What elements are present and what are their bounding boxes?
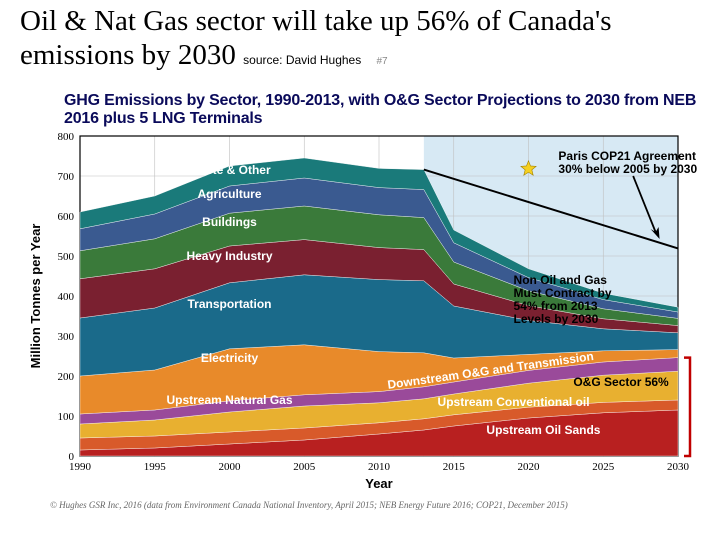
svg-text:100: 100 — [58, 411, 75, 423]
svg-text:2000: 2000 — [219, 461, 242, 473]
label-agriculture: Agriculture — [197, 187, 261, 201]
svg-text:500: 500 — [58, 251, 75, 263]
label-conv_oil: Upstream Conventional oil — [438, 395, 590, 409]
chart-title: GHG Emissions by Sector, 1990-2013, with… — [64, 92, 698, 128]
svg-text:2005: 2005 — [293, 461, 316, 473]
cop21-label: Paris COP21 Agreement30% below 2005 by 2… — [558, 149, 697, 176]
label-buildings: Buildings — [202, 215, 257, 229]
svg-text:200: 200 — [58, 371, 75, 383]
svg-text:1995: 1995 — [144, 461, 167, 473]
x-axis-label: Year — [365, 476, 392, 491]
svg-text:600: 600 — [58, 211, 75, 223]
svg-text:2020: 2020 — [518, 461, 541, 473]
source-attribution: source: David Hughes — [243, 53, 361, 67]
label-heavy_ind: Heavy Industry — [186, 249, 272, 263]
svg-text:400: 400 — [58, 291, 75, 303]
svg-text:800: 800 — [58, 131, 75, 143]
slide-headline: Oil & Nat Gas sector will take up 56% of… — [20, 4, 700, 72]
svg-text:1990: 1990 — [69, 461, 92, 473]
og-56-bracket — [684, 358, 690, 456]
label-nat_gas: Upstream Natural Gas — [166, 393, 292, 407]
chart-container: GHG Emissions by Sector, 1990-2013, with… — [22, 92, 698, 512]
svg-text:300: 300 — [58, 331, 75, 343]
svg-text:700: 700 — [58, 171, 75, 183]
y-axis-label: Million Tonnes per Year — [28, 224, 43, 369]
stacked-area-chart: 0100200300400500600700800199019952000200… — [22, 128, 698, 500]
label-electricity: Electricity — [201, 351, 259, 365]
svg-text:2030: 2030 — [667, 461, 690, 473]
annotation-1: O&G Sector 56% — [573, 375, 669, 389]
slide-number: #7 — [376, 56, 387, 67]
label-oil_sands: Upstream Oil Sands — [486, 423, 600, 437]
annotation-0: Non Oil and GasMust Contract by54% from … — [514, 273, 612, 326]
svg-text:2015: 2015 — [443, 461, 466, 473]
chart-copyright: © Hughes GSR Inc, 2016 (data from Enviro… — [50, 500, 568, 510]
label-waste_other: Waste & Other — [188, 163, 271, 177]
svg-text:2025: 2025 — [592, 461, 615, 473]
svg-text:2010: 2010 — [368, 461, 391, 473]
label-transport: Transportation — [187, 297, 271, 311]
